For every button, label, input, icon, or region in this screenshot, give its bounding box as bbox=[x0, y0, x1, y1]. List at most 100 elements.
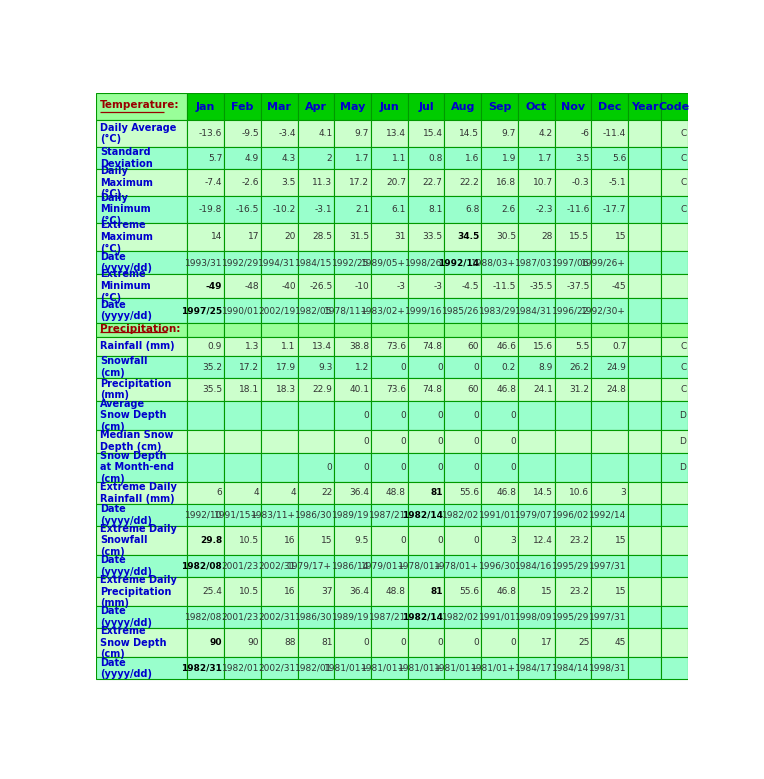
Text: 15: 15 bbox=[615, 587, 626, 596]
Bar bbox=[371, 252, 408, 273]
Bar bbox=[187, 453, 224, 481]
Bar bbox=[335, 430, 371, 453]
Bar bbox=[555, 606, 591, 628]
Bar bbox=[297, 657, 335, 679]
Text: 45: 45 bbox=[615, 638, 626, 647]
Text: 9.3: 9.3 bbox=[318, 362, 332, 372]
Text: 1998/09: 1998/09 bbox=[516, 613, 553, 622]
Bar bbox=[445, 555, 481, 577]
Text: 9.7: 9.7 bbox=[354, 129, 369, 138]
Bar bbox=[297, 169, 335, 196]
Text: 1982/14: 1982/14 bbox=[402, 510, 442, 520]
Text: -16.5: -16.5 bbox=[235, 205, 259, 213]
Text: Precipitation
(mm): Precipitation (mm) bbox=[100, 379, 171, 400]
Text: 46.8: 46.8 bbox=[496, 587, 516, 596]
Bar bbox=[518, 323, 555, 337]
Bar bbox=[591, 196, 628, 223]
Text: 90: 90 bbox=[248, 638, 259, 647]
Text: 15: 15 bbox=[615, 536, 626, 545]
Text: 15: 15 bbox=[542, 587, 553, 596]
Text: 0: 0 bbox=[364, 463, 369, 471]
Bar bbox=[555, 323, 591, 337]
Text: 73.6: 73.6 bbox=[386, 385, 406, 394]
Bar bbox=[261, 481, 297, 504]
Bar bbox=[481, 606, 518, 628]
Bar bbox=[261, 606, 297, 628]
Bar bbox=[518, 577, 555, 606]
Text: 1992/29: 1992/29 bbox=[222, 258, 259, 267]
Bar bbox=[335, 323, 371, 337]
Text: 36.4: 36.4 bbox=[349, 587, 369, 596]
Text: 30.5: 30.5 bbox=[496, 232, 516, 241]
Bar bbox=[628, 481, 662, 504]
Text: 22.9: 22.9 bbox=[312, 385, 332, 394]
Bar bbox=[591, 526, 628, 555]
Text: Daily Average
(°C): Daily Average (°C) bbox=[100, 122, 176, 144]
Text: Nov: Nov bbox=[561, 102, 585, 112]
Bar bbox=[555, 430, 591, 453]
Bar bbox=[481, 504, 518, 526]
Bar bbox=[408, 356, 445, 379]
Text: 1989/19: 1989/19 bbox=[332, 510, 369, 520]
Text: -10.2: -10.2 bbox=[273, 205, 296, 213]
Bar bbox=[187, 252, 224, 273]
Bar bbox=[371, 453, 408, 481]
Text: 1995/29: 1995/29 bbox=[552, 562, 590, 570]
Text: 0.9: 0.9 bbox=[208, 342, 222, 351]
Text: 0: 0 bbox=[400, 362, 406, 372]
Bar bbox=[445, 453, 481, 481]
Bar bbox=[371, 323, 408, 337]
Text: 74.8: 74.8 bbox=[422, 342, 442, 351]
Text: Rainfall (mm): Rainfall (mm) bbox=[100, 341, 175, 351]
Bar bbox=[591, 379, 628, 401]
Bar bbox=[297, 379, 335, 401]
Bar bbox=[481, 577, 518, 606]
Bar bbox=[408, 526, 445, 555]
Bar bbox=[481, 657, 518, 679]
Text: 0.8: 0.8 bbox=[429, 153, 442, 163]
Bar bbox=[96, 555, 187, 577]
Text: -2.3: -2.3 bbox=[536, 205, 553, 213]
Bar bbox=[261, 169, 297, 196]
Bar bbox=[371, 577, 408, 606]
Text: 28: 28 bbox=[542, 232, 553, 241]
Text: 81: 81 bbox=[430, 587, 442, 596]
Bar bbox=[628, 453, 662, 481]
Bar bbox=[662, 169, 688, 196]
Text: 0: 0 bbox=[474, 437, 479, 446]
Bar bbox=[662, 252, 688, 273]
Bar bbox=[371, 93, 408, 120]
Text: 88: 88 bbox=[284, 638, 296, 647]
Bar bbox=[662, 526, 688, 555]
Bar bbox=[662, 356, 688, 379]
Text: 0: 0 bbox=[400, 536, 406, 545]
Text: 1978/01+: 1978/01+ bbox=[397, 562, 442, 570]
Bar bbox=[591, 606, 628, 628]
Text: 1984/31: 1984/31 bbox=[516, 306, 553, 315]
Bar bbox=[96, 577, 187, 606]
Text: 1991/01: 1991/01 bbox=[478, 613, 516, 622]
Bar bbox=[187, 196, 224, 223]
Bar bbox=[96, 606, 187, 628]
Bar bbox=[297, 504, 335, 526]
Bar bbox=[187, 577, 224, 606]
Bar bbox=[335, 273, 371, 298]
Bar bbox=[628, 337, 662, 356]
Text: Extreme Daily
Snowfall
(cm): Extreme Daily Snowfall (cm) bbox=[100, 523, 177, 557]
Text: 10.5: 10.5 bbox=[239, 587, 259, 596]
Bar bbox=[628, 401, 662, 430]
Text: 11.3: 11.3 bbox=[312, 178, 332, 187]
Text: Snow Depth
at Month-end
(cm): Snow Depth at Month-end (cm) bbox=[100, 450, 174, 484]
Text: 2002/31: 2002/31 bbox=[258, 613, 296, 622]
Bar bbox=[261, 628, 297, 657]
Bar bbox=[261, 430, 297, 453]
Text: 0: 0 bbox=[437, 536, 442, 545]
Text: 8.1: 8.1 bbox=[429, 205, 442, 213]
Bar bbox=[555, 379, 591, 401]
Bar bbox=[445, 169, 481, 196]
Bar bbox=[224, 577, 261, 606]
Bar bbox=[591, 555, 628, 577]
Bar bbox=[335, 379, 371, 401]
Bar bbox=[224, 628, 261, 657]
Text: 0: 0 bbox=[400, 411, 406, 420]
